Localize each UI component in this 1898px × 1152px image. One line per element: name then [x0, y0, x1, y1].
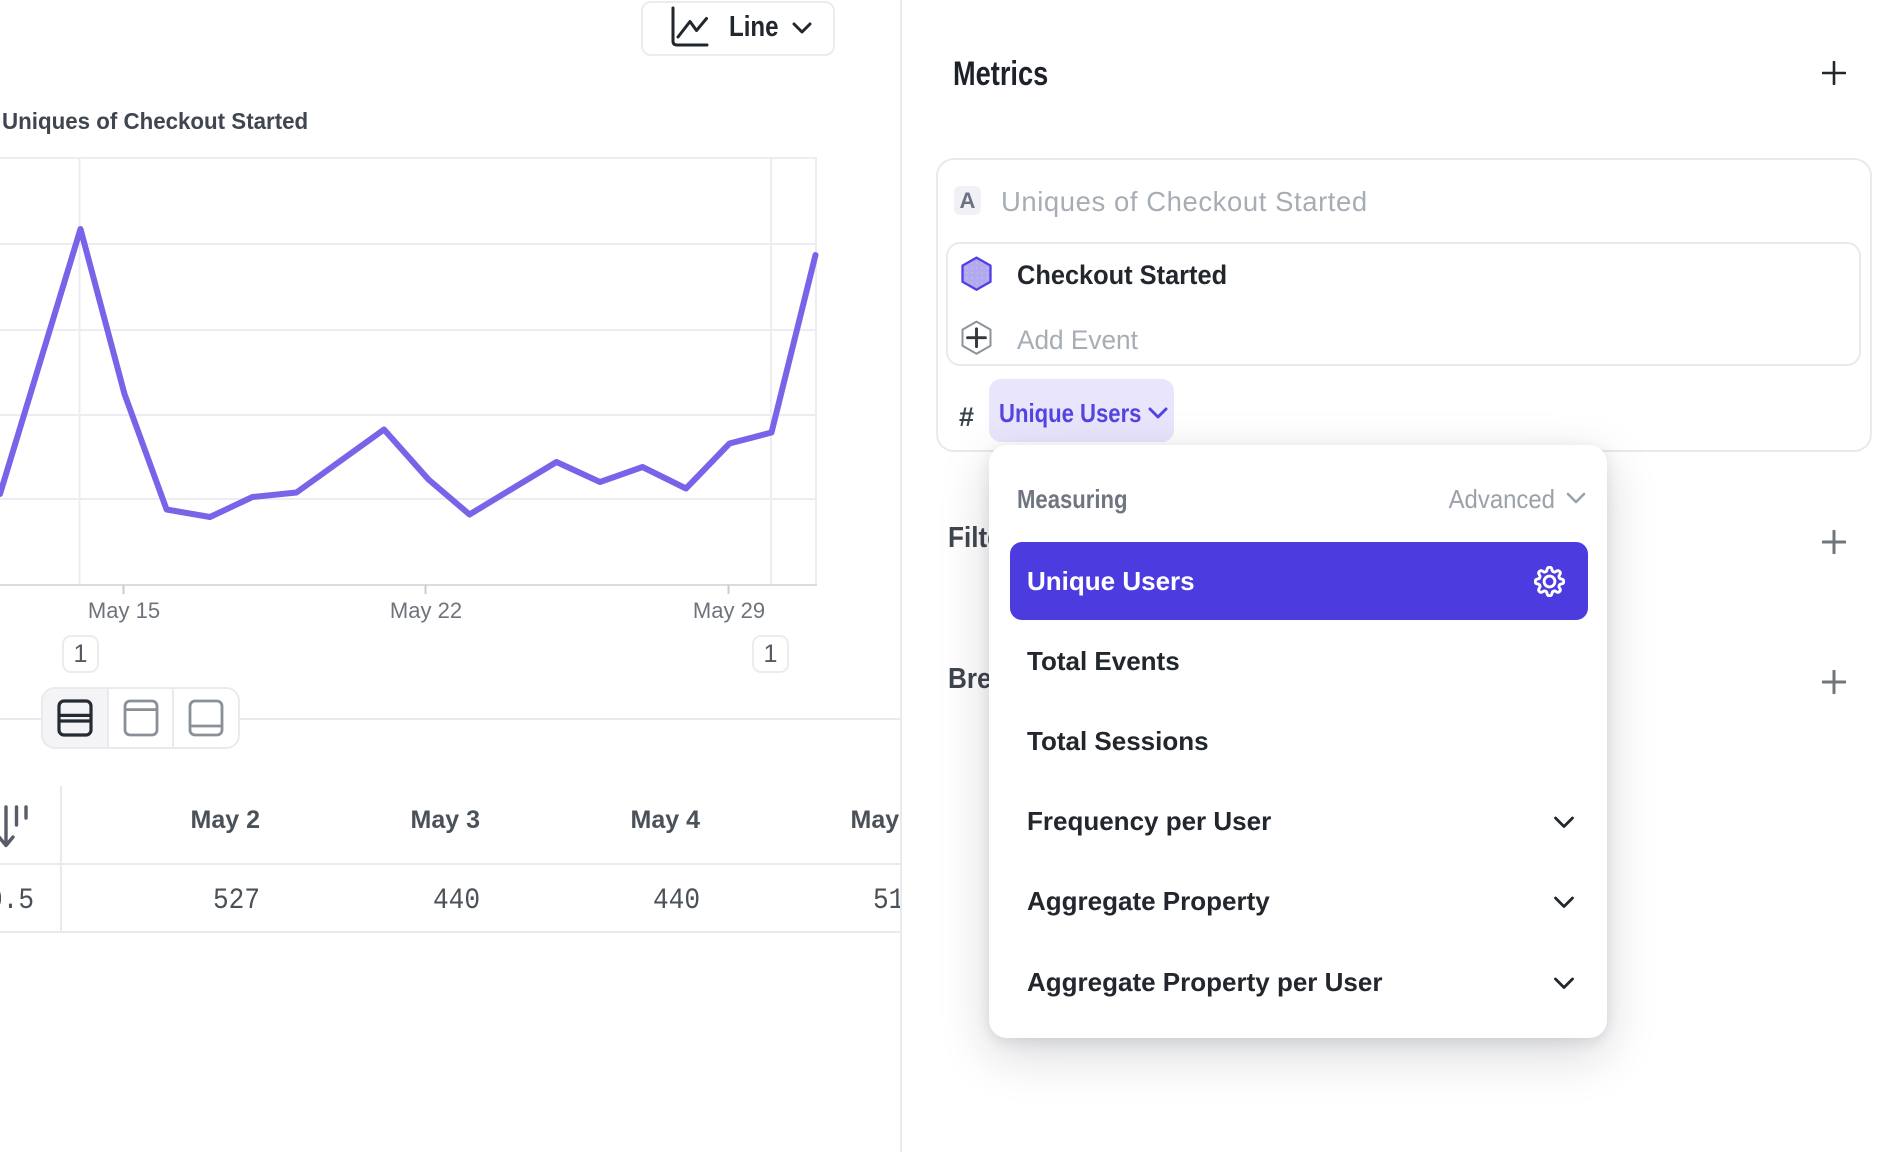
- svg-text:May 29: May 29: [693, 598, 765, 623]
- svg-text:May 22: May 22: [390, 598, 462, 623]
- svg-text:May 15: May 15: [88, 598, 160, 623]
